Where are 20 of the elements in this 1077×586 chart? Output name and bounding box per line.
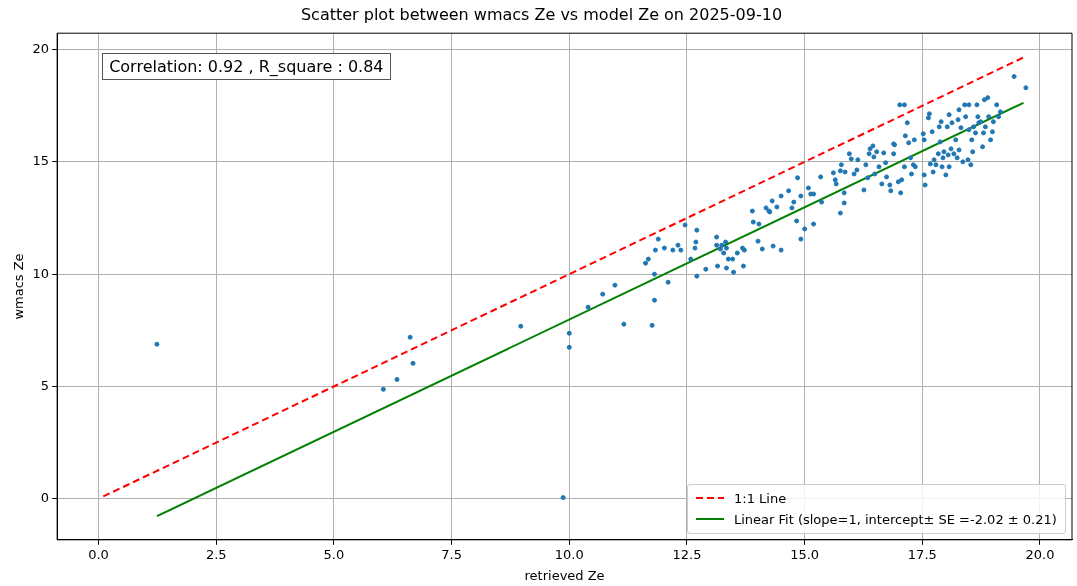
y-tick-label: 15 bbox=[32, 153, 50, 169]
y-axis-title: wmacs Ze bbox=[11, 253, 27, 320]
y-tick-label: 20 bbox=[32, 40, 50, 56]
y-tick-label: 5 bbox=[40, 377, 50, 393]
x-tick-label: 5.0 bbox=[323, 546, 345, 562]
x-tick-label: 0.0 bbox=[88, 546, 109, 562]
y-tick-label: 0 bbox=[40, 490, 50, 506]
x-tick-label: 15.0 bbox=[790, 546, 820, 562]
x-tick-label: 7.5 bbox=[441, 546, 462, 562]
x-tick-label: 10.0 bbox=[554, 546, 584, 562]
x-tick-label: 2.5 bbox=[205, 546, 227, 562]
chart-title: Scatter plot between wmacs Ze vs model Ze on 2025-09-10 bbox=[300, 4, 783, 24]
x-tick-label: 12.5 bbox=[672, 546, 702, 562]
x-tick-label: 17.5 bbox=[907, 546, 937, 562]
legend-label: Linear Fit (slope=1, intercept± SE =-2.02 ± 0.21) bbox=[734, 511, 1057, 527]
x-tick-label: 20.0 bbox=[1025, 546, 1055, 562]
annotation: Correlation: 0.92 , R_square : 0.84 bbox=[102, 53, 391, 81]
y-tick-label: 10 bbox=[32, 265, 50, 281]
x-axis-title: retrieved Ze bbox=[524, 567, 605, 583]
legend-label: 1:1 Line bbox=[734, 490, 787, 506]
